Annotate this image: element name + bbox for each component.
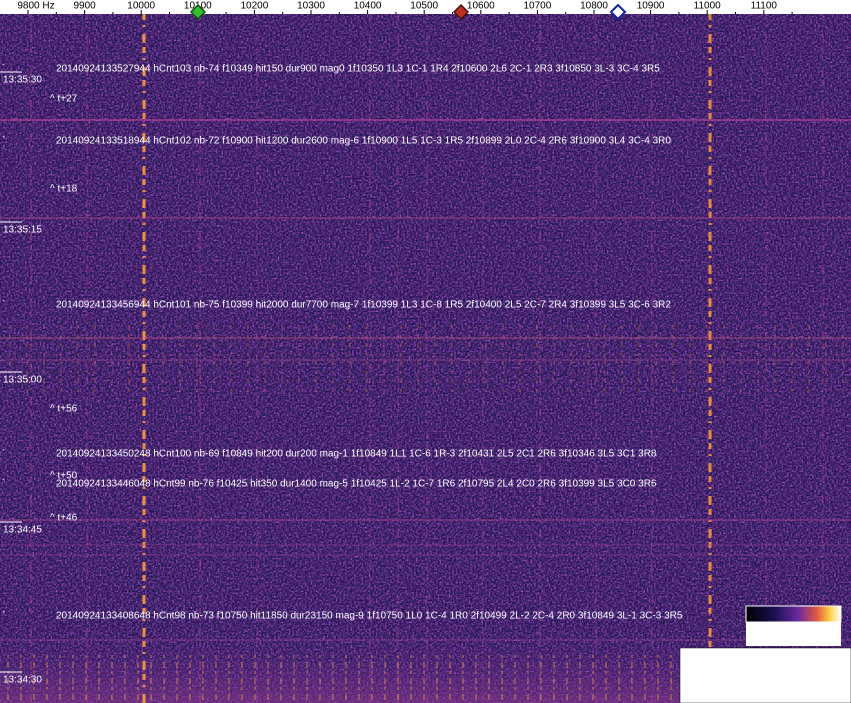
frequency-label: 9900 — [73, 1, 96, 12]
detection-text: 20140924133527944 hCnt103 nb-74 f10349 h… — [56, 64, 660, 75]
frequency-label: 10500 — [410, 1, 438, 12]
detection-text: 20140924133518944 hCnt102 nb-72 f10900 h… — [56, 136, 671, 147]
frequency-label: 10300 — [297, 1, 325, 12]
frequency-label: 11100 — [751, 1, 778, 12]
tick-mark-symbol: ` — [2, 63, 5, 75]
time-label: 13:34:45 — [3, 525, 42, 536]
frequency-bar — [0, 0, 851, 14]
time-label: 13:35:30 — [3, 75, 42, 86]
frequency-label: 10600 — [467, 1, 495, 12]
frequency-label: 10800 — [580, 1, 608, 12]
frequency-label: 9800 Hz — [17, 1, 54, 12]
colorbar — [745, 605, 842, 623]
time-offset: ^ t+18 — [50, 184, 78, 195]
time-offset: ^ t+56 — [50, 404, 78, 415]
info-box — [679, 647, 851, 703]
tick-mark-symbol: ` — [2, 299, 5, 311]
detection-text: 20140924133446048 hCnt99 nb-76 f10425 hi… — [56, 479, 657, 490]
time-offset: ^ t+46 — [50, 513, 78, 524]
spectrogram-noise — [0, 14, 851, 703]
tick-mark-symbol: ` — [2, 610, 5, 622]
time-offset: ^ t+27 — [50, 94, 78, 105]
frequency-label: 10700 — [523, 1, 551, 12]
time-offset: ^ t+50 — [50, 471, 78, 482]
marker-red[interactable] — [452, 3, 470, 21]
time-label: 13:34:30 — [3, 675, 42, 686]
detection-text: 20140924133450248 hCnt100 nb-69 f10849 h… — [56, 449, 657, 460]
colorbar-label-area — [746, 622, 841, 646]
frequency-label: 10400 — [354, 1, 382, 12]
marker-blue[interactable] — [609, 3, 627, 21]
marker-green[interactable] — [189, 3, 207, 21]
frequency-label: 11000 — [694, 1, 722, 12]
time-label: 13:35:15 — [3, 225, 42, 236]
frequency-label: 10900 — [637, 1, 665, 12]
frequency-label: 10200 — [240, 1, 268, 12]
time-label: 13:35:00 — [3, 375, 42, 386]
frequency-label: 10000 — [127, 1, 155, 12]
tick-mark-symbol: ` — [2, 448, 5, 460]
tick-mark-symbol: ` — [2, 135, 5, 147]
detection-text: 20140924133408648 hCnt98 nb-73 f10750 hi… — [56, 611, 683, 622]
detection-text: 20140924133456944 hCnt101 nb-75 f10399 h… — [56, 300, 671, 311]
tick-mark-symbol: ` — [2, 478, 5, 490]
